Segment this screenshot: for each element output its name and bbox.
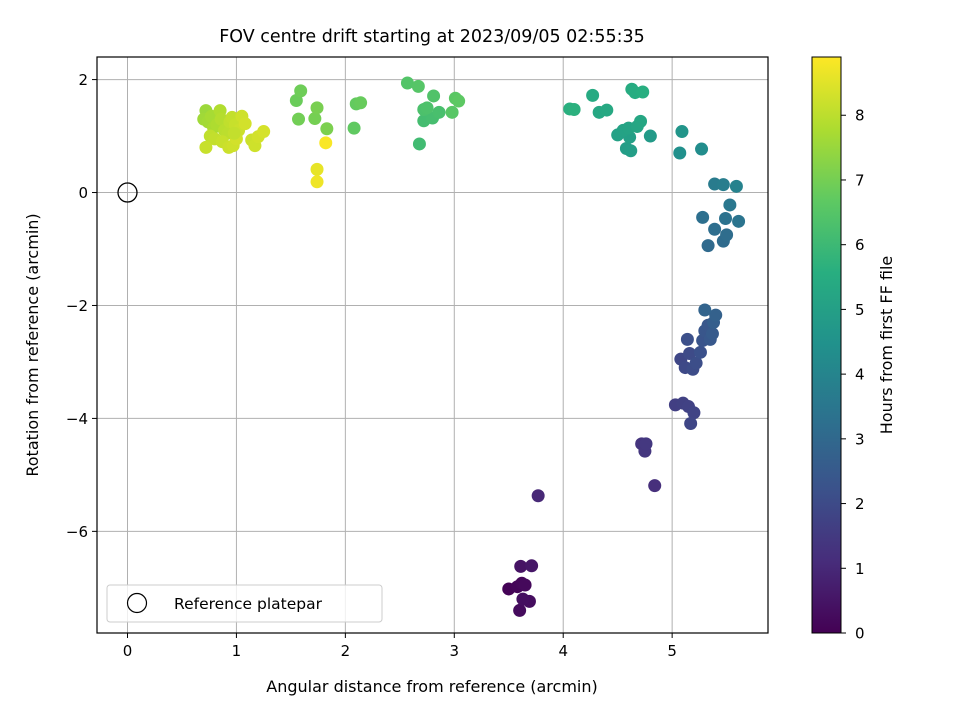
colorbar-tick-label: 1 [855,560,865,578]
data-point [531,489,545,503]
colorbar-label: Hours from first FF file [877,256,896,435]
data-point [648,479,662,493]
colorbar-tick-label: 3 [855,430,865,448]
legend-entry-reference: Reference platepar [174,595,323,613]
x-tick-label: 4 [558,642,568,660]
data-point [683,346,697,360]
data-point [643,129,657,143]
colorbar-tick-label: 4 [855,366,865,384]
data-point [639,437,653,451]
plot-frame [96,56,769,634]
data-point [723,198,737,212]
colorbar-tick-label: 2 [855,495,865,513]
data-point [347,121,361,135]
data-point [310,101,324,115]
data-point [319,136,333,150]
data-point [636,85,650,99]
grid-lines [97,57,768,633]
data-point [518,578,532,592]
data-point [320,122,334,136]
data-point [719,212,733,226]
data-point [701,239,715,253]
data-point [716,178,730,192]
legend: Reference platepar [106,584,383,623]
data-point [354,96,368,110]
data-point [586,88,600,102]
x-tick-label: 0 [123,642,133,660]
data-point [514,559,528,573]
data-point [720,228,734,242]
data-point [693,345,707,359]
colorbar-tick-label: 8 [855,107,865,125]
x-axis-label: Angular distance from reference (arcmin) [266,677,597,696]
data-point [199,140,213,154]
data-point [238,117,252,131]
data-point [294,84,308,98]
colorbar-ticks: 0 1 2 3 4 5 6 7 8 [841,107,865,643]
x-tick-label: 5 [667,642,677,660]
data-points [197,76,746,617]
data-point [689,356,703,370]
data-point [257,125,271,139]
data-point [675,125,689,139]
x-tick-label: 2 [341,642,351,660]
colorbar [811,56,842,634]
colorbar-tick-label: 0 [855,625,865,643]
data-point [412,137,426,151]
data-point [705,327,719,341]
colorbar-tick-label: 5 [855,301,865,319]
data-point [708,222,722,236]
data-point [310,162,324,176]
data-point [452,94,466,108]
y-axis-ticks: −6 −4 −2 0 2 [66,71,97,541]
data-point [624,144,638,158]
chart-title: FOV centre drift starting at 2023/09/05 … [219,27,645,47]
data-point [400,76,414,90]
reference-platepar-marker [117,182,138,203]
legend-box [106,584,383,623]
y-tick-label: 2 [78,71,88,89]
data-point [525,559,539,573]
y-axis-label: Rotation from reference (arcmin) [23,213,42,476]
x-tick-label: 1 [232,642,242,660]
y-tick-label: 0 [78,184,88,202]
data-point [695,142,709,156]
colorbar-tick-label: 7 [855,171,865,189]
data-point [445,105,459,119]
data-point [684,416,698,430]
data-point [427,89,441,103]
data-point [308,112,322,126]
data-point [687,406,701,420]
data-point [698,303,712,317]
data-point [411,79,425,93]
x-tick-label: 3 [450,642,460,660]
data-point [432,105,446,119]
y-tick-label: −6 [66,523,88,541]
data-point [567,103,581,117]
data-point [709,308,723,322]
data-point [513,603,527,617]
reference-marker-group [117,182,138,203]
y-tick-label: −2 [66,297,88,315]
data-point [516,592,530,606]
data-point [732,214,746,228]
data-point [310,175,324,189]
data-point [292,112,306,126]
data-point [696,210,710,224]
legend-marker-icon [126,592,148,614]
colorbar-tick-label: 6 [855,236,865,254]
data-point [634,114,648,128]
data-point [600,103,614,117]
plot-area [97,57,768,633]
x-axis-ticks: 0 1 2 3 4 5 [123,633,677,660]
data-point [680,332,694,346]
data-point [227,126,241,140]
data-point [729,179,743,193]
data-point [420,101,434,115]
data-point [673,146,687,160]
y-tick-label: −4 [66,410,88,428]
